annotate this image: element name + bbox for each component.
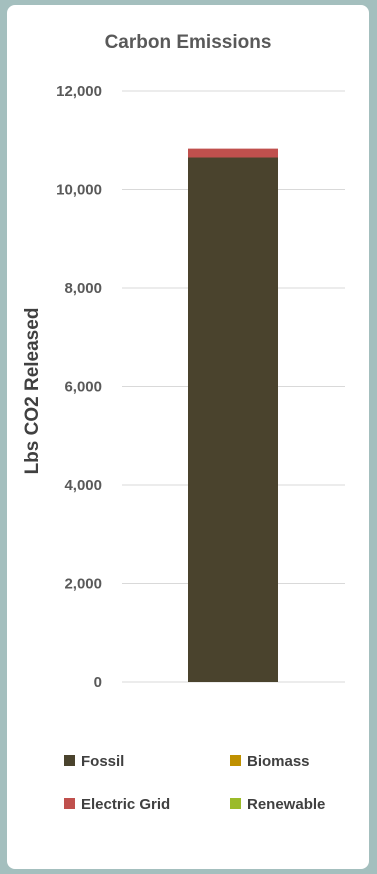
- y-tick-label: 2,000: [64, 576, 102, 593]
- y-tick-label: 0: [94, 674, 102, 691]
- chart-panel: Carbon Emissions 0 2,000 4,000 6,000 8,000 10…: [7, 5, 369, 869]
- bars: [188, 148, 278, 683]
- legend-label: Biomass: [247, 753, 310, 770]
- y-tick-label: 8,000: [64, 280, 102, 297]
- bar-segment-electric-grid: [188, 148, 278, 158]
- y-axis-label: Lbs CO2 Released: [22, 308, 43, 475]
- y-tick-label: 12,000: [56, 83, 102, 100]
- bar-segment-fossil: [188, 157, 278, 683]
- legend: Fossil Biomass Electric Grid Renewable: [64, 753, 325, 813]
- y-tick-label: 10,000: [56, 182, 102, 199]
- legend-swatch-electric-grid: [64, 798, 75, 809]
- legend-label: Fossil: [81, 753, 124, 770]
- y-tick-label: 6,000: [64, 379, 102, 396]
- y-axis-ticks: 0 2,000 4,000 6,000 8,000 10,000 12,000: [56, 83, 102, 691]
- y-tick-label: 4,000: [64, 477, 102, 494]
- chart-title: Carbon Emissions: [105, 32, 272, 53]
- legend-swatch-fossil: [64, 755, 75, 766]
- legend-swatch-renewable: [230, 798, 241, 809]
- legend-swatch-biomass: [230, 755, 241, 766]
- carbon-emissions-chart: Carbon Emissions 0 2,000 4,000 6,000 8,000 10…: [22, 32, 345, 813]
- legend-label: Electric Grid: [81, 796, 170, 813]
- legend-label: Renewable: [247, 796, 325, 813]
